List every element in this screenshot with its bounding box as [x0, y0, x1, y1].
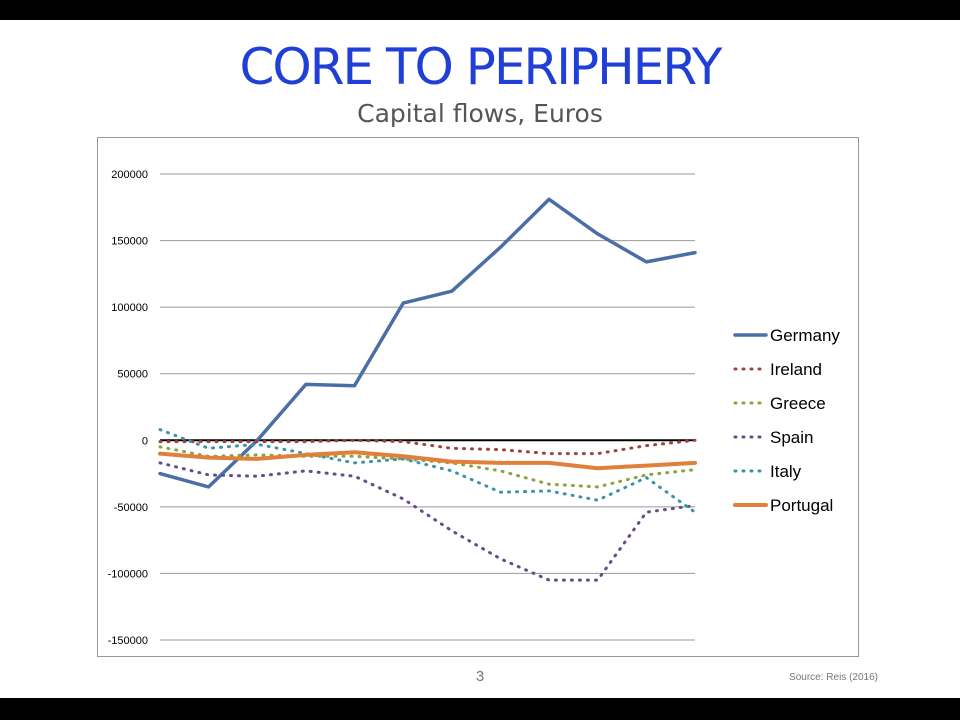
chart-frame: 200000 150000 100000 50000 0 -50000 -100000 -15… — [97, 137, 859, 669]
x-tick-label: 2009 — [631, 653, 662, 656]
x-tick-label: 2003 — [339, 653, 370, 656]
page-number: 3 — [475, 668, 485, 685]
slide: CORE TO PERIPHERY Capital flows, Euros 2… — [0, 20, 960, 698]
y-tick-label: -100000 — [108, 568, 148, 580]
x-tick-label: 2000 — [193, 653, 224, 656]
series-line-ireland — [158, 438, 697, 456]
y-tick-label: 200000 — [111, 169, 148, 181]
slide-title: CORE TO PERIPHERY — [239, 38, 723, 96]
x-tick-label: 2005 — [436, 653, 467, 656]
series-line-spain — [158, 461, 697, 582]
legend-label-italy: Italy — [770, 462, 802, 481]
slide-subtitle: Capital flows, Euros — [357, 99, 603, 128]
series-line-portugal — [158, 450, 697, 471]
x-tick-label: 2002 — [290, 653, 321, 656]
source-note: Source: Reis (2016) — [789, 672, 878, 683]
x-tick-label: 1999 — [144, 653, 175, 656]
x-tick-label: 2006 — [485, 653, 516, 656]
y-tick-label: 0 — [142, 435, 148, 447]
legend-label-ireland: Ireland — [770, 360, 822, 379]
legend-label-greece: Greece — [770, 394, 826, 413]
x-tick-label: 2010 — [679, 653, 710, 656]
y-tick-label: -150000 — [108, 635, 148, 647]
series-line-greece — [158, 445, 697, 489]
y-tick-label: 150000 — [111, 236, 148, 248]
legend-label-portugal: Portugal — [770, 496, 833, 515]
series-line-italy — [158, 428, 697, 514]
x-tick-label: 2008 — [582, 653, 613, 656]
legend-label-spain: Spain — [770, 428, 813, 447]
x-tick-label: 2001 — [242, 653, 273, 656]
series-line-germany — [158, 197, 697, 489]
y-tick-label: 50000 — [117, 369, 148, 381]
legend-label-germany: Germany — [770, 326, 840, 345]
y-tick-label: 100000 — [111, 302, 148, 314]
y-tick-label: -50000 — [114, 502, 148, 514]
line-chart: 200000 150000 100000 50000 0 -50000 -100000 -15… — [108, 169, 841, 669]
x-tick-label: 2007 — [534, 653, 565, 656]
x-tick-label: 2004 — [388, 653, 419, 656]
